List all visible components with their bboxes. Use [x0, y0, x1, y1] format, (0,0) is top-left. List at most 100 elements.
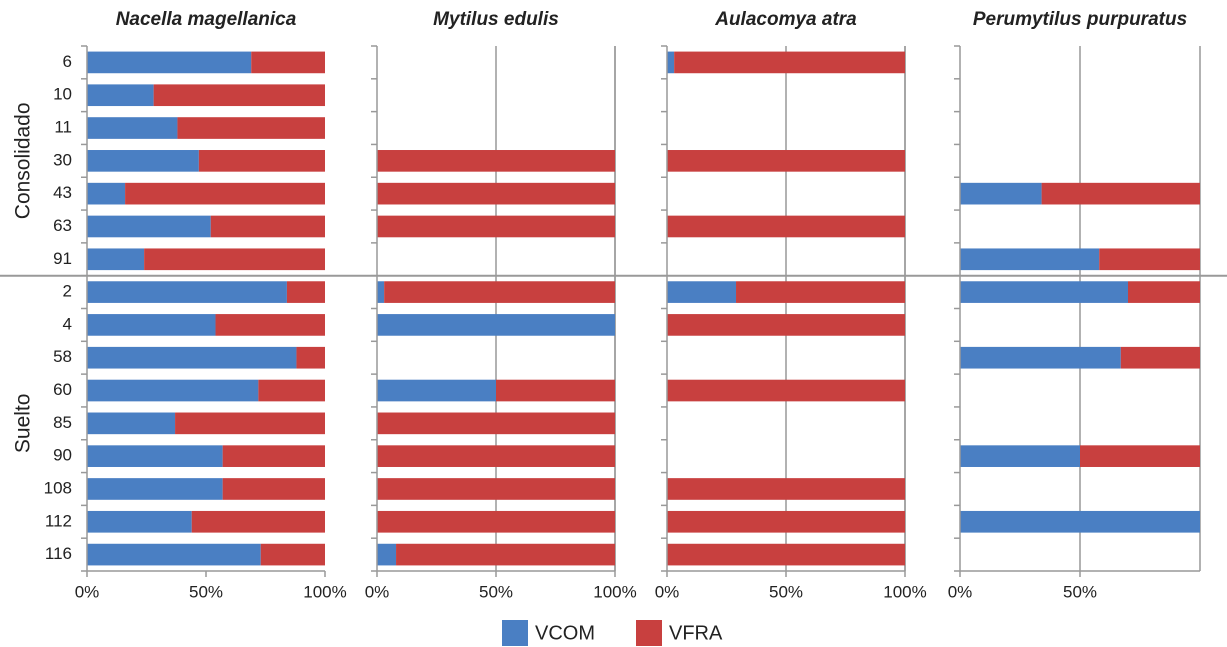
x-tick-label: 100%: [303, 582, 346, 601]
x-tick-label: 50%: [189, 582, 223, 601]
bar-segment: [1080, 445, 1200, 467]
bar-segment: [286, 281, 325, 303]
bar-segment: [377, 150, 615, 172]
bar-segment: [177, 117, 325, 139]
bar-segment: [667, 51, 675, 74]
y-tick-label: 116: [45, 544, 72, 563]
bar-segment: [222, 445, 325, 467]
x-tick-label: 0%: [365, 582, 390, 601]
bar-segment: [87, 445, 223, 467]
bar-segment: [667, 215, 905, 238]
bar-segment: [258, 379, 325, 402]
bar-segment: [736, 281, 905, 303]
bar-segment: [1128, 281, 1200, 303]
x-tick-label: 0%: [75, 582, 100, 601]
legend-swatch: [502, 620, 528, 646]
y-tick-label: 2: [63, 282, 72, 301]
bar-segment: [496, 379, 615, 402]
bar-segment: [384, 281, 615, 303]
bar-segment: [377, 182, 615, 205]
bar-segment: [87, 510, 192, 533]
bar-segment: [377, 543, 397, 566]
bar-segment: [667, 478, 905, 500]
bar-segment: [87, 51, 252, 74]
bar-segment: [87, 346, 297, 369]
panel-title: Nacella magellanica: [116, 9, 297, 30]
bar-segment: [667, 379, 905, 402]
bar-segment: [87, 84, 154, 107]
panel-title: Mytilus edulis: [433, 9, 559, 30]
bar-segment: [667, 543, 905, 566]
bar-segment: [210, 215, 325, 238]
y-tick-label: 85: [53, 413, 72, 432]
bar-segment: [296, 346, 325, 369]
y-tick-label: 30: [53, 150, 72, 169]
legend-label: VCOM: [535, 622, 595, 644]
bar-segment: [1099, 248, 1200, 271]
bar-segment: [674, 51, 905, 74]
y-tick-label: 11: [54, 118, 72, 137]
bar-segment: [198, 150, 325, 172]
bar-segment: [87, 182, 126, 205]
y-tick-label: 10: [53, 85, 72, 104]
bar-segment: [87, 117, 178, 139]
x-tick-label: 100%: [883, 582, 926, 601]
bar-segment: [87, 314, 216, 336]
y-tick-label: 58: [53, 347, 72, 366]
bar-segment: [667, 510, 905, 533]
group-label: Suelto: [12, 394, 35, 454]
bar-segment: [87, 248, 145, 271]
bar-segment: [377, 281, 385, 303]
x-tick-label: 50%: [479, 582, 513, 601]
bar-segment: [191, 510, 325, 533]
bar-segment: [960, 346, 1121, 369]
bar-segment: [153, 84, 325, 107]
bar-segment: [222, 478, 325, 500]
bar-segment: [377, 478, 615, 500]
bar-segment: [87, 379, 259, 402]
legend-swatch: [636, 620, 662, 646]
legend-label: VFRA: [669, 622, 723, 644]
group-label: Consolidado: [12, 102, 35, 219]
bar-segment: [960, 248, 1100, 271]
bar-segment: [960, 281, 1128, 303]
y-tick-label: 4: [63, 314, 72, 333]
bar-segment: [87, 412, 176, 435]
bar-segment: [87, 281, 287, 303]
x-tick-label: 100%: [593, 582, 636, 601]
bar-segment: [377, 215, 615, 238]
bar-segment: [125, 182, 325, 205]
bar-segment: [1120, 346, 1200, 369]
bar-segment: [144, 248, 325, 271]
bar-segment: [667, 150, 905, 172]
y-tick-label: 90: [53, 446, 72, 465]
bar-segment: [960, 182, 1042, 205]
bar-segment: [377, 314, 615, 336]
x-tick-label: 0%: [948, 582, 973, 601]
bar-segment: [377, 510, 615, 533]
x-tick-label: 50%: [1063, 582, 1097, 601]
bar-segment: [396, 543, 615, 566]
bar-segment: [960, 445, 1080, 467]
y-tick-label: 91: [53, 249, 72, 268]
bar-segment: [87, 543, 261, 566]
bar-segment: [260, 543, 325, 566]
panel-title: Perumytilus purpuratus: [973, 9, 1187, 30]
bar-segment: [175, 412, 325, 435]
y-tick-label: 63: [53, 216, 72, 235]
y-tick-label: 60: [53, 380, 72, 399]
bar-segment: [1041, 182, 1200, 205]
panel-title: Aulacomya atra: [714, 9, 857, 30]
bar-segment: [667, 314, 905, 336]
x-tick-label: 0%: [655, 582, 680, 601]
bar-segment: [87, 215, 211, 238]
bar-segment: [87, 150, 199, 172]
bar-segment: [377, 412, 615, 435]
bar-segment: [377, 379, 496, 402]
bar-segment: [960, 510, 1200, 533]
x-tick-label: 50%: [769, 582, 803, 601]
y-tick-label: 6: [63, 52, 72, 71]
y-tick-label: 108: [44, 478, 72, 497]
bar-segment: [377, 445, 615, 467]
bar-segment: [215, 314, 325, 336]
